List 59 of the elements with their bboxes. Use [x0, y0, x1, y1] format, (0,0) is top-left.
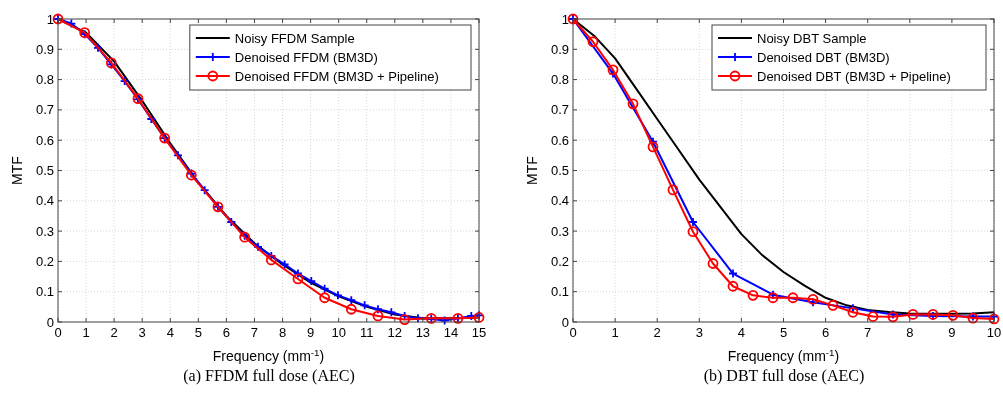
y-tick-label: 1	[561, 11, 569, 27]
legend-label: Denoised FFDM (BM3D + Pipeline)	[234, 69, 439, 84]
x-tick-label: 13	[415, 325, 431, 340]
y-tick-label: 0.2	[550, 253, 569, 269]
y-tick-label: 0.1	[550, 284, 569, 300]
legend-label: Denoised DBT (BM3D)	[757, 50, 890, 65]
x-axis-title: Frequency (mm$^{-1}$)	[727, 346, 840, 364]
x-tick-label: 2	[110, 325, 118, 340]
x-tick-label: 11	[359, 325, 374, 340]
x-tick-label: 12	[387, 325, 403, 340]
x-tick-label: 1	[82, 325, 90, 340]
y-tick-label: 0.4	[35, 193, 54, 209]
y-tick-label: 0.2	[35, 253, 54, 269]
y-tick-label: 0.1	[35, 284, 54, 300]
y-tick-label: 0.3	[550, 223, 569, 239]
legend-label: Noisy DBT Sample	[757, 31, 867, 46]
x-tick-label: 9	[306, 325, 315, 340]
y-tick-label: 0	[561, 314, 569, 330]
x-tick-label: 10	[986, 325, 1002, 340]
legend-label: Noisy FFDM Sample	[234, 31, 355, 46]
x-tick-label: 3	[695, 325, 703, 340]
y-tick-label: 0.6	[550, 132, 569, 148]
x-tick-label: 10	[331, 325, 346, 340]
x-axis-title: Frequency (mm$^{-1}$)	[212, 346, 325, 364]
legend-label: Denoised FFDM (BM3D)	[234, 50, 378, 65]
x-tick-label: 7	[864, 325, 872, 340]
y-tick-label: 0.3	[35, 223, 54, 239]
y-tick-label: 0.9	[550, 41, 569, 57]
x-tick-label: 4	[737, 325, 746, 340]
y-tick-label: 0.7	[550, 102, 569, 118]
x-tick-label: 6	[222, 325, 231, 340]
x-tick-label: 3	[138, 325, 146, 340]
y-tick-label: 0.6	[35, 132, 54, 148]
x-tick-label: 2	[653, 325, 661, 340]
x-tick-label: 5	[194, 325, 202, 340]
legend-label: Denoised DBT (BM3D + Pipeline)	[757, 69, 951, 84]
y-tick-label: 0.9	[35, 41, 54, 57]
y-axis-title: MTF	[9, 156, 25, 185]
y-tick-label: 0.8	[550, 72, 569, 88]
y-tick-label: 0.8	[35, 72, 54, 88]
y-axis-title: MTF	[524, 156, 540, 185]
y-tick-label: 0.4	[550, 193, 569, 209]
text: (b) DBT full dose (AEC)	[703, 367, 865, 385]
x-tick-label: 9	[948, 325, 956, 340]
x-tick-label: 4	[166, 325, 174, 340]
y-tick-label: 0.5	[35, 163, 54, 178]
x-tick-label: 15	[471, 325, 487, 340]
y-tick-label: 0	[46, 314, 54, 330]
x-tick-label: 14	[443, 325, 459, 340]
x-tick-label: 8	[906, 325, 914, 340]
text: (a) FFDM full dose (AEC)	[183, 367, 355, 385]
y-tick-label: 1	[46, 11, 54, 27]
y-tick-label: 0.7	[35, 102, 54, 118]
x-tick-label: 1	[611, 325, 619, 340]
x-tick-label: 6	[821, 325, 830, 340]
y-tick-label: 0.5	[550, 163, 569, 178]
x-tick-label: 5	[779, 325, 788, 340]
x-tick-label: 8	[278, 325, 287, 340]
x-tick-label: 7	[250, 325, 259, 340]
